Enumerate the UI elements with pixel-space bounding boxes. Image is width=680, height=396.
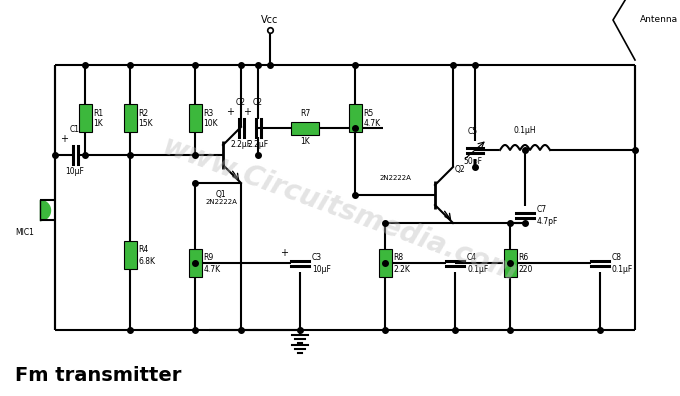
Bar — [188, 249, 201, 277]
Text: 2.2μF: 2.2μF — [231, 140, 252, 149]
Text: +: + — [243, 107, 252, 117]
Text: C4: C4 — [467, 253, 477, 263]
Text: 10K: 10K — [203, 120, 218, 128]
Text: C5: C5 — [468, 126, 478, 135]
Text: +: + — [280, 249, 288, 259]
Text: +: + — [61, 134, 69, 144]
Bar — [188, 104, 201, 132]
Text: 10μF: 10μF — [65, 167, 84, 176]
Text: 0.1μF: 0.1μF — [467, 265, 488, 274]
Text: R9: R9 — [203, 253, 214, 263]
Text: R5: R5 — [364, 109, 374, 118]
Bar — [124, 104, 137, 132]
Text: 4.7pF: 4.7pF — [537, 217, 558, 225]
Text: 2.2μF: 2.2μF — [248, 140, 269, 149]
Text: 1K: 1K — [94, 120, 103, 128]
Text: 2.2K: 2.2K — [394, 265, 410, 274]
Text: Fm transmitter: Fm transmitter — [15, 366, 182, 385]
Text: R6: R6 — [518, 253, 529, 263]
Text: 0.1μH: 0.1μH — [513, 126, 537, 135]
Text: 6.8K: 6.8K — [139, 257, 156, 265]
Text: 220: 220 — [518, 265, 533, 274]
Text: C8: C8 — [612, 253, 622, 263]
Text: Q1: Q1 — [216, 190, 226, 199]
Text: R1: R1 — [94, 109, 103, 118]
Text: R3: R3 — [203, 109, 214, 118]
Bar — [348, 104, 362, 132]
Text: 15K: 15K — [139, 120, 153, 128]
Text: Q2: Q2 — [455, 165, 466, 174]
Text: +: + — [226, 107, 235, 117]
Text: 50pF: 50pF — [464, 156, 483, 166]
Text: C1: C1 — [70, 125, 80, 134]
Text: 2N2222A: 2N2222A — [205, 199, 237, 205]
Text: R7: R7 — [300, 109, 310, 118]
Text: www.Circuitsmedia.com: www.Circuitsmedia.com — [159, 133, 521, 287]
Bar — [503, 249, 517, 277]
Text: C2: C2 — [253, 98, 263, 107]
Text: C2: C2 — [236, 98, 246, 107]
Text: 4.7K: 4.7K — [364, 120, 381, 128]
Text: C3: C3 — [312, 253, 322, 263]
Text: Antenna: Antenna — [640, 15, 678, 25]
Text: C7: C7 — [537, 206, 547, 215]
Text: 0.1μF: 0.1μF — [612, 265, 633, 274]
Text: R2: R2 — [139, 109, 149, 118]
Text: 1K: 1K — [300, 137, 310, 145]
Bar — [379, 249, 392, 277]
Bar — [124, 241, 137, 269]
Bar — [291, 122, 319, 135]
Text: 4.7K: 4.7K — [203, 265, 220, 274]
Text: Vcc: Vcc — [261, 15, 279, 25]
Bar — [78, 104, 92, 132]
Text: MIC1: MIC1 — [16, 228, 35, 237]
Text: 2N2222A: 2N2222A — [379, 175, 411, 181]
Text: R4: R4 — [139, 246, 149, 255]
Text: 10μF: 10μF — [312, 265, 331, 274]
Text: R8: R8 — [394, 253, 404, 263]
